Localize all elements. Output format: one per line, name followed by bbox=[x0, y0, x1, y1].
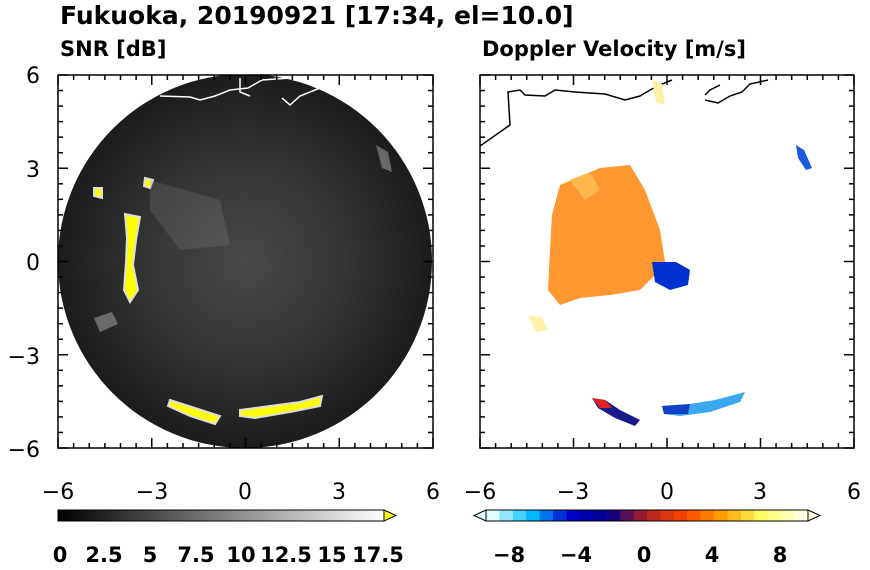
doppler-colorbar-segment bbox=[579, 510, 594, 521]
snr-ytick-label: −3 bbox=[8, 345, 40, 370]
snr-echo-nw2 bbox=[142, 176, 155, 190]
doppler-colorbar-segment bbox=[553, 510, 567, 521]
doppler-colorbar-segment bbox=[781, 510, 796, 521]
doppler-xtick-label: 6 bbox=[847, 480, 861, 505]
doppler-cbar-label: 4 bbox=[705, 543, 720, 567]
snr-cbar-label: 7.5 bbox=[177, 543, 214, 567]
snr-colorbar bbox=[57, 509, 398, 522]
doppler-colorbar-segment bbox=[593, 510, 608, 521]
doppler-echo-ne bbox=[796, 145, 812, 170]
doppler-colorbar-segment bbox=[700, 510, 715, 521]
doppler-colorbar-segment bbox=[794, 510, 809, 521]
doppler-panel bbox=[480, 79, 812, 426]
doppler-colorbar-segment bbox=[660, 510, 675, 521]
doppler-xtick-label: 0 bbox=[660, 480, 674, 505]
doppler-echo-north bbox=[652, 80, 665, 105]
snr-colorbar-gradient bbox=[57, 509, 385, 522]
axis-ticks bbox=[57, 74, 855, 449]
doppler-echo-negative bbox=[652, 262, 690, 290]
snr-ytick-label: 3 bbox=[26, 158, 40, 183]
doppler-cbar-label: −8 bbox=[493, 543, 525, 567]
doppler-cbar-label: 8 bbox=[773, 543, 788, 567]
doppler-cbar-label: 0 bbox=[637, 543, 652, 567]
snr-ytick-label: 0 bbox=[26, 251, 40, 276]
snr-panel-title: SNR [dB] bbox=[60, 37, 166, 61]
doppler-colorbar-segment bbox=[486, 510, 500, 521]
doppler-colorbar-segment bbox=[566, 510, 581, 521]
snr-ytick-label: 6 bbox=[26, 64, 40, 89]
snr-xtick-label: −3 bbox=[136, 480, 168, 505]
doppler-colorbar-segment bbox=[767, 510, 782, 521]
snr-echo-sw bbox=[94, 312, 118, 332]
doppler-colorbar-segment bbox=[606, 510, 621, 521]
snr-x-axis: −6 −3 0 3 6 bbox=[42, 480, 440, 505]
snr-colorbar-labels: 0 2.5 5 7.5 10 12.5 15 17.5 bbox=[53, 543, 404, 567]
snr-xtick-label: −6 bbox=[42, 480, 74, 505]
doppler-colorbar-labels: −8 −4 0 4 8 bbox=[493, 543, 787, 567]
doppler-xtick-label: −3 bbox=[557, 480, 589, 505]
snr-panel bbox=[58, 75, 432, 448]
doppler-colorbar-segment bbox=[673, 510, 688, 521]
snr-clutter bbox=[93, 176, 324, 426]
snr-echo-west bbox=[122, 212, 142, 304]
doppler-colorbar bbox=[472, 509, 822, 522]
doppler-panel-title: Doppler Velocity [m/s] bbox=[482, 37, 746, 61]
snr-cbar-label: 0 bbox=[53, 543, 68, 567]
figure-title: Fukuoka, 20190921 [17:34, el=10.0] bbox=[60, 1, 574, 30]
doppler-colorbar-segment bbox=[647, 510, 661, 521]
snr-y-axis: 6 3 0 −3 −6 bbox=[8, 64, 40, 463]
doppler-echo-main bbox=[548, 165, 665, 305]
snr-xtick-label: 6 bbox=[426, 480, 440, 505]
doppler-echo-main-light bbox=[570, 172, 600, 200]
snr-cbar-label: 5 bbox=[143, 543, 158, 567]
doppler-echo-south-right-dark bbox=[662, 404, 690, 414]
snr-echo-south-right bbox=[239, 394, 324, 420]
snr-echo-ne bbox=[376, 145, 392, 172]
doppler-colorbar-segment bbox=[539, 510, 554, 521]
doppler-echo-sw bbox=[528, 315, 548, 332]
snr-radar-disk bbox=[58, 75, 432, 448]
doppler-colorbar-segment bbox=[620, 510, 635, 521]
snr-cbar-label: 15 bbox=[317, 543, 346, 567]
doppler-echoes bbox=[528, 80, 812, 426]
doppler-colorbar-segment bbox=[526, 510, 541, 521]
snr-colorbar-extend bbox=[383, 509, 398, 522]
doppler-colorbar-segment bbox=[754, 510, 769, 521]
doppler-colorbar-extend-high bbox=[807, 509, 822, 522]
doppler-colorbar-extend-low bbox=[472, 509, 487, 522]
doppler-colorbar-segment bbox=[714, 510, 728, 521]
doppler-colorbar-segment bbox=[727, 510, 742, 521]
snr-xtick-label: 3 bbox=[332, 480, 346, 505]
snr-cbar-label: 17.5 bbox=[352, 543, 404, 567]
doppler-colorbar-segments bbox=[485, 509, 809, 522]
snr-xtick-label: 0 bbox=[238, 480, 252, 505]
doppler-xtick-label: −6 bbox=[464, 480, 496, 505]
doppler-plot-frame bbox=[479, 74, 855, 449]
snr-coastline bbox=[159, 77, 322, 107]
doppler-x-axis: −6 −3 0 3 6 bbox=[464, 480, 861, 505]
doppler-colorbar-segment bbox=[499, 510, 514, 521]
doppler-xtick-label: 3 bbox=[753, 480, 767, 505]
snr-ytick-label: −6 bbox=[8, 438, 40, 463]
doppler-colorbar-segment bbox=[633, 510, 648, 521]
doppler-colorbar-segment bbox=[740, 510, 755, 521]
doppler-echo-south-left-red bbox=[592, 398, 612, 408]
snr-cbar-label: 12.5 bbox=[260, 543, 312, 567]
doppler-colorbar-segment bbox=[512, 510, 527, 521]
snr-echo-south-left bbox=[166, 398, 222, 426]
snr-echo-nw bbox=[93, 187, 103, 200]
doppler-colorbar-segment bbox=[687, 510, 702, 521]
snr-faint-echoes bbox=[94, 145, 392, 332]
doppler-cbar-label: −4 bbox=[560, 543, 592, 567]
snr-echo-centre bbox=[150, 180, 230, 250]
snr-cbar-label: 10 bbox=[226, 543, 255, 567]
doppler-coastline bbox=[480, 79, 769, 147]
snr-cbar-label: 2.5 bbox=[85, 543, 122, 567]
